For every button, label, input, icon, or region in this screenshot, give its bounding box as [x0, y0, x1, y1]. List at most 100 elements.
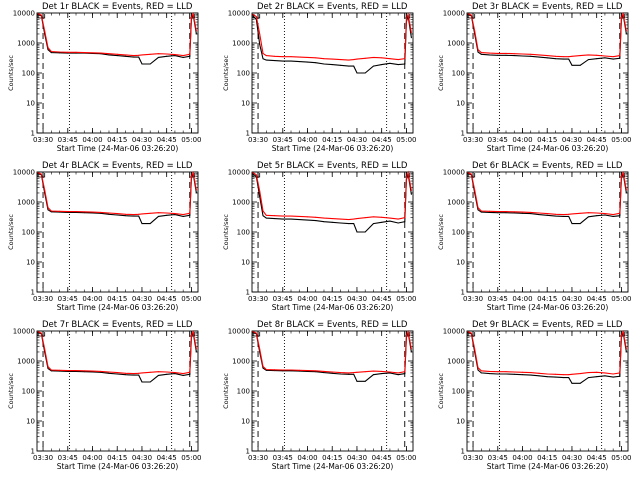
lld-point	[166, 371, 168, 373]
x-axis-title: Start Time (24-Mar-06 03:26:20)	[487, 144, 609, 153]
x-tick-label: 04:00	[297, 295, 317, 303]
events-point	[489, 54, 491, 56]
y-tick-label: 10	[456, 259, 465, 267]
events-point	[133, 215, 135, 217]
lld-point	[596, 371, 598, 373]
lld-point	[259, 33, 261, 35]
x-tick-label: 04:15	[107, 454, 127, 462]
plot-frame	[466, 171, 629, 293]
x-tick-label: 03:30	[463, 454, 483, 462]
lld-point	[530, 53, 532, 55]
lld-point	[397, 59, 399, 61]
x-tick-label: 04:15	[107, 136, 127, 144]
events-point	[124, 374, 126, 376]
lld-series-line	[37, 329, 197, 375]
y-axis-title: Counts/sec	[7, 373, 15, 409]
x-tick-label: 04:15	[107, 295, 127, 303]
events-point	[563, 215, 565, 217]
events-point	[356, 380, 358, 382]
lld-point	[306, 56, 308, 58]
x-axis-title: Start Time (24-Mar-06 03:26:20)	[487, 303, 609, 312]
x-tick-label: 05:00	[611, 454, 631, 462]
lld-point	[67, 51, 69, 53]
y-tick-label: 1000	[17, 199, 35, 207]
y-tick-label: 100	[237, 70, 250, 78]
lld-point	[480, 210, 482, 212]
y-axis-title: Counts/sec	[437, 373, 445, 409]
events-point	[619, 57, 621, 59]
y-tick-label: 10000	[13, 10, 35, 18]
x-axis-title: Start Time (24-Mar-06 03:26:20)	[487, 462, 609, 471]
lld-point	[108, 53, 110, 55]
events-series-line	[37, 331, 197, 383]
events-point	[166, 55, 168, 57]
lld-point	[331, 218, 333, 220]
lld-point	[521, 53, 523, 55]
lld-point	[252, 172, 254, 174]
x-tick-label: 05:00	[181, 295, 201, 303]
events-point	[50, 52, 52, 54]
panel-det-4: Det 4r BLACK = Events, RED = LLD 1 10 100 10…	[7, 161, 201, 312]
panel-title: Det 1r BLACK = Events, RED = LLD	[42, 2, 193, 12]
events-point	[353, 373, 355, 375]
events-point	[323, 221, 325, 223]
events-point	[348, 373, 350, 375]
lld-series-line	[252, 12, 412, 61]
events-point	[480, 211, 482, 213]
events-point	[108, 213, 110, 215]
events-point	[404, 373, 406, 375]
events-point	[157, 56, 159, 58]
y-tick-label: 1000	[232, 199, 250, 207]
events-point	[174, 214, 176, 216]
events-point	[274, 218, 276, 220]
lld-point	[563, 374, 565, 376]
lld-point	[513, 53, 515, 55]
lld-point	[497, 211, 499, 213]
lld-series-line	[467, 11, 627, 58]
lld-point	[255, 174, 257, 176]
y-tick-label: 100	[22, 388, 35, 396]
plot-frame	[36, 12, 199, 134]
lld-point	[192, 13, 194, 15]
y-tick-label: 1	[461, 448, 465, 456]
events-point	[298, 61, 300, 63]
lld-point	[50, 210, 52, 212]
lld-point	[141, 213, 143, 215]
y-tick-label: 10000	[443, 10, 465, 18]
events-point	[274, 60, 276, 62]
lld-point	[59, 51, 61, 53]
events-point	[563, 377, 565, 379]
lld-point	[255, 16, 257, 18]
x-tick-label: 04:15	[322, 136, 342, 144]
events-point	[619, 215, 621, 217]
y-axis-title: Counts/sec	[222, 214, 230, 250]
lld-point	[625, 189, 627, 191]
events-point	[538, 375, 540, 377]
events-point	[489, 373, 491, 375]
x-tick-label: 04:00	[512, 136, 532, 144]
events-point	[563, 58, 565, 60]
events-point	[404, 63, 406, 65]
events-point	[497, 212, 499, 214]
x-tick-label: 04:30	[562, 454, 582, 462]
x-tick-label: 05:00	[181, 136, 201, 144]
events-point	[282, 218, 284, 220]
panel-det-6: Det 6r BLACK = Events, RED = LLD 1 10 100 10…	[437, 161, 631, 312]
lld-point	[619, 55, 621, 57]
events-point	[625, 351, 627, 353]
lld-point	[604, 372, 606, 374]
events-point	[356, 231, 358, 233]
lld-point	[195, 30, 197, 32]
lld-point	[315, 57, 317, 59]
lld-point	[331, 371, 333, 373]
lld-point	[356, 218, 358, 220]
panel-title: Det 9r BLACK = Events, RED = LLD	[472, 320, 623, 330]
x-tick-label: 05:00	[611, 136, 631, 144]
events-point	[612, 215, 614, 217]
lld-point	[467, 13, 469, 15]
events-point	[149, 63, 151, 65]
x-tick-label: 05:00	[396, 136, 416, 144]
y-tick-label: 100	[452, 229, 465, 237]
events-point	[596, 58, 598, 60]
events-point	[315, 371, 317, 373]
